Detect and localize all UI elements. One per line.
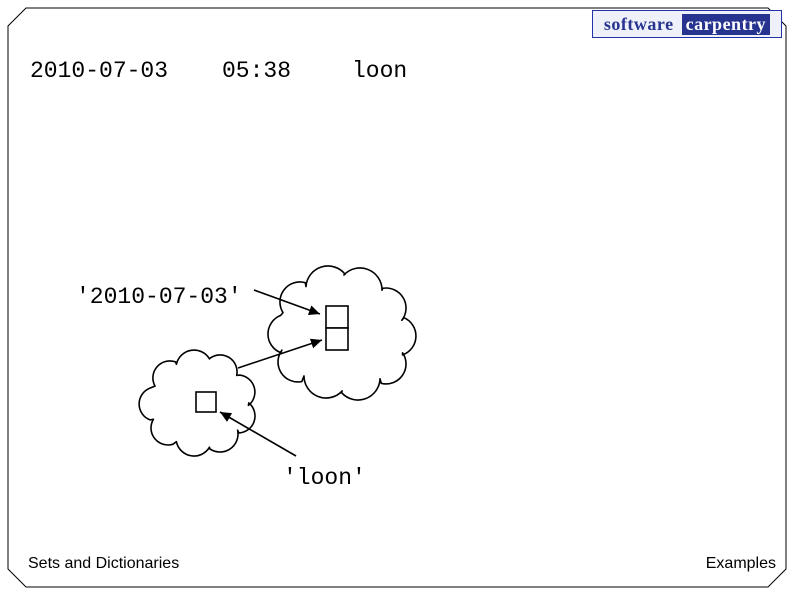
slide: software carpentry 2010-07-03 05:38 loon… <box>0 0 794 595</box>
footer-left: Sets and Dictionaries <box>28 555 179 573</box>
cloud-left-box-0 <box>196 392 216 412</box>
footer-right: Examples <box>706 555 776 573</box>
cloud-right-box-0 <box>326 306 348 328</box>
diagram <box>0 0 794 595</box>
cloud-right-box-1 <box>326 328 348 350</box>
